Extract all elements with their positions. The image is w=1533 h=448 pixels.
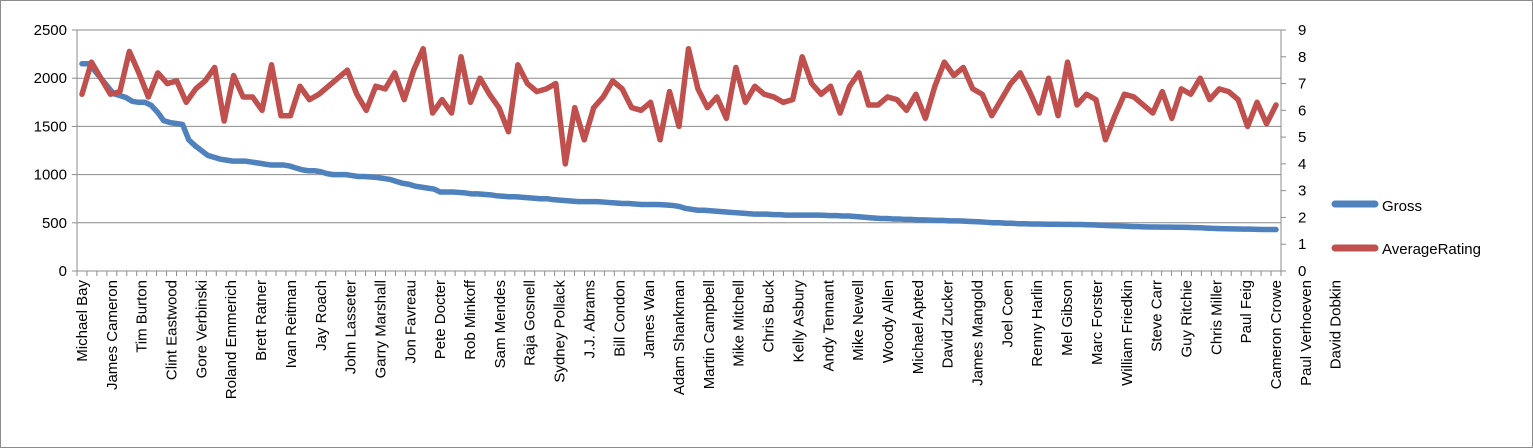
category-label: Brett Ratner (253, 280, 270, 361)
category-label: Chris Miller (1208, 280, 1225, 355)
x-axis: Michael Bay James Cameron Tim Burton Clint … (74, 271, 1345, 399)
series-layer (79, 45, 1279, 233)
series-line-averagerating (79, 45, 1279, 167)
category-label: William Friedkin (1119, 280, 1136, 386)
left-tick-label: 500 (42, 215, 67, 232)
category-label: Mel Gibson (1059, 280, 1076, 356)
series-line-gross (79, 60, 1279, 233)
left-tick-label: 0 (59, 263, 67, 280)
right-tick-label: 2 (1298, 209, 1306, 226)
category-label: James Mangold (970, 280, 987, 386)
legend-label-gross: Gross (1382, 198, 1422, 215)
category-label: Michael Apted (910, 280, 927, 374)
left-tick-label: 2000 (34, 70, 67, 87)
category-label: Clint Eastwood (164, 280, 181, 380)
category-label: Kelly Asbury (790, 280, 807, 363)
left-tick-label: 1500 (34, 118, 67, 135)
category-label: Andy Tennant (820, 279, 837, 371)
category-label: Renny Harlin (1029, 280, 1046, 367)
category-label: Cameron Crowe (1268, 280, 1285, 389)
category-label: James Wan (641, 280, 658, 359)
right-y-axis: 0 1 2 3 4 5 6 7 8 9 (1281, 22, 1306, 280)
right-tick-label: 9 (1298, 22, 1306, 39)
category-label: Adam Shankman (671, 280, 688, 395)
left-tick-label: 1000 (34, 167, 67, 184)
category-label: Guy Ritchie (1178, 280, 1195, 358)
category-label: Paul Feig (1238, 280, 1255, 343)
right-tick-label: 3 (1298, 183, 1306, 200)
category-label: Chris Buck (761, 280, 778, 353)
category-label: Mike Newell (850, 280, 867, 361)
category-label: Raja Gosnell (522, 280, 539, 366)
gridlines (77, 29, 1281, 272)
legend: Gross AverageRating (1331, 198, 1481, 258)
left-y-axis: 0 500 1000 1500 2000 2500 (34, 22, 77, 280)
right-tick-label: 0 (1298, 263, 1306, 280)
category-label: Jay Roach (313, 280, 330, 351)
right-tick-label: 6 (1298, 102, 1306, 119)
right-tick-label: 7 (1298, 76, 1306, 93)
category-label: David Dobkin (1328, 280, 1345, 369)
category-label: Pete Docter (432, 280, 449, 359)
category-label: Rob Minkoff (462, 279, 479, 360)
category-label: Tim Burton (134, 280, 151, 353)
category-label: Garry Marshall (372, 280, 389, 378)
category-label: Sydney Pollack (552, 280, 569, 383)
category-label: Roland Emmerich (223, 280, 240, 399)
category-label: Marc Forster (1089, 280, 1106, 365)
category-label: David Zucker (940, 280, 957, 368)
legend-label-averagerating: AverageRating (1382, 241, 1481, 258)
right-tick-label: 4 (1298, 156, 1306, 173)
category-label: Woody Allen (880, 280, 897, 363)
category-label: James Cameron (104, 280, 121, 390)
category-label: John Lasseter (343, 280, 360, 374)
category-label: Steve Carr (1149, 280, 1166, 352)
plot-area (76, 30, 1282, 272)
category-label: Michael Bay (74, 280, 91, 362)
category-label: Paul Verhoeven (1298, 280, 1315, 386)
category-label: Bill Condon (611, 280, 628, 357)
category-label: Jon Favreau (402, 280, 419, 363)
left-tick-label: 2500 (34, 22, 67, 39)
right-tick-label: 8 (1298, 49, 1306, 66)
category-label: J.J. Abrams (581, 280, 598, 358)
category-label: Sam Mendes (492, 280, 509, 368)
category-label: Martin Campbell (701, 280, 718, 389)
right-tick-label: 5 (1298, 129, 1306, 146)
category-label: Gore Verbinski (193, 280, 210, 378)
category-label: Mike Mitchell (731, 280, 748, 367)
right-tick-label: 1 (1298, 236, 1306, 253)
category-label: Joel Coen (999, 280, 1016, 348)
category-label: Ivan Reitman (283, 280, 300, 368)
